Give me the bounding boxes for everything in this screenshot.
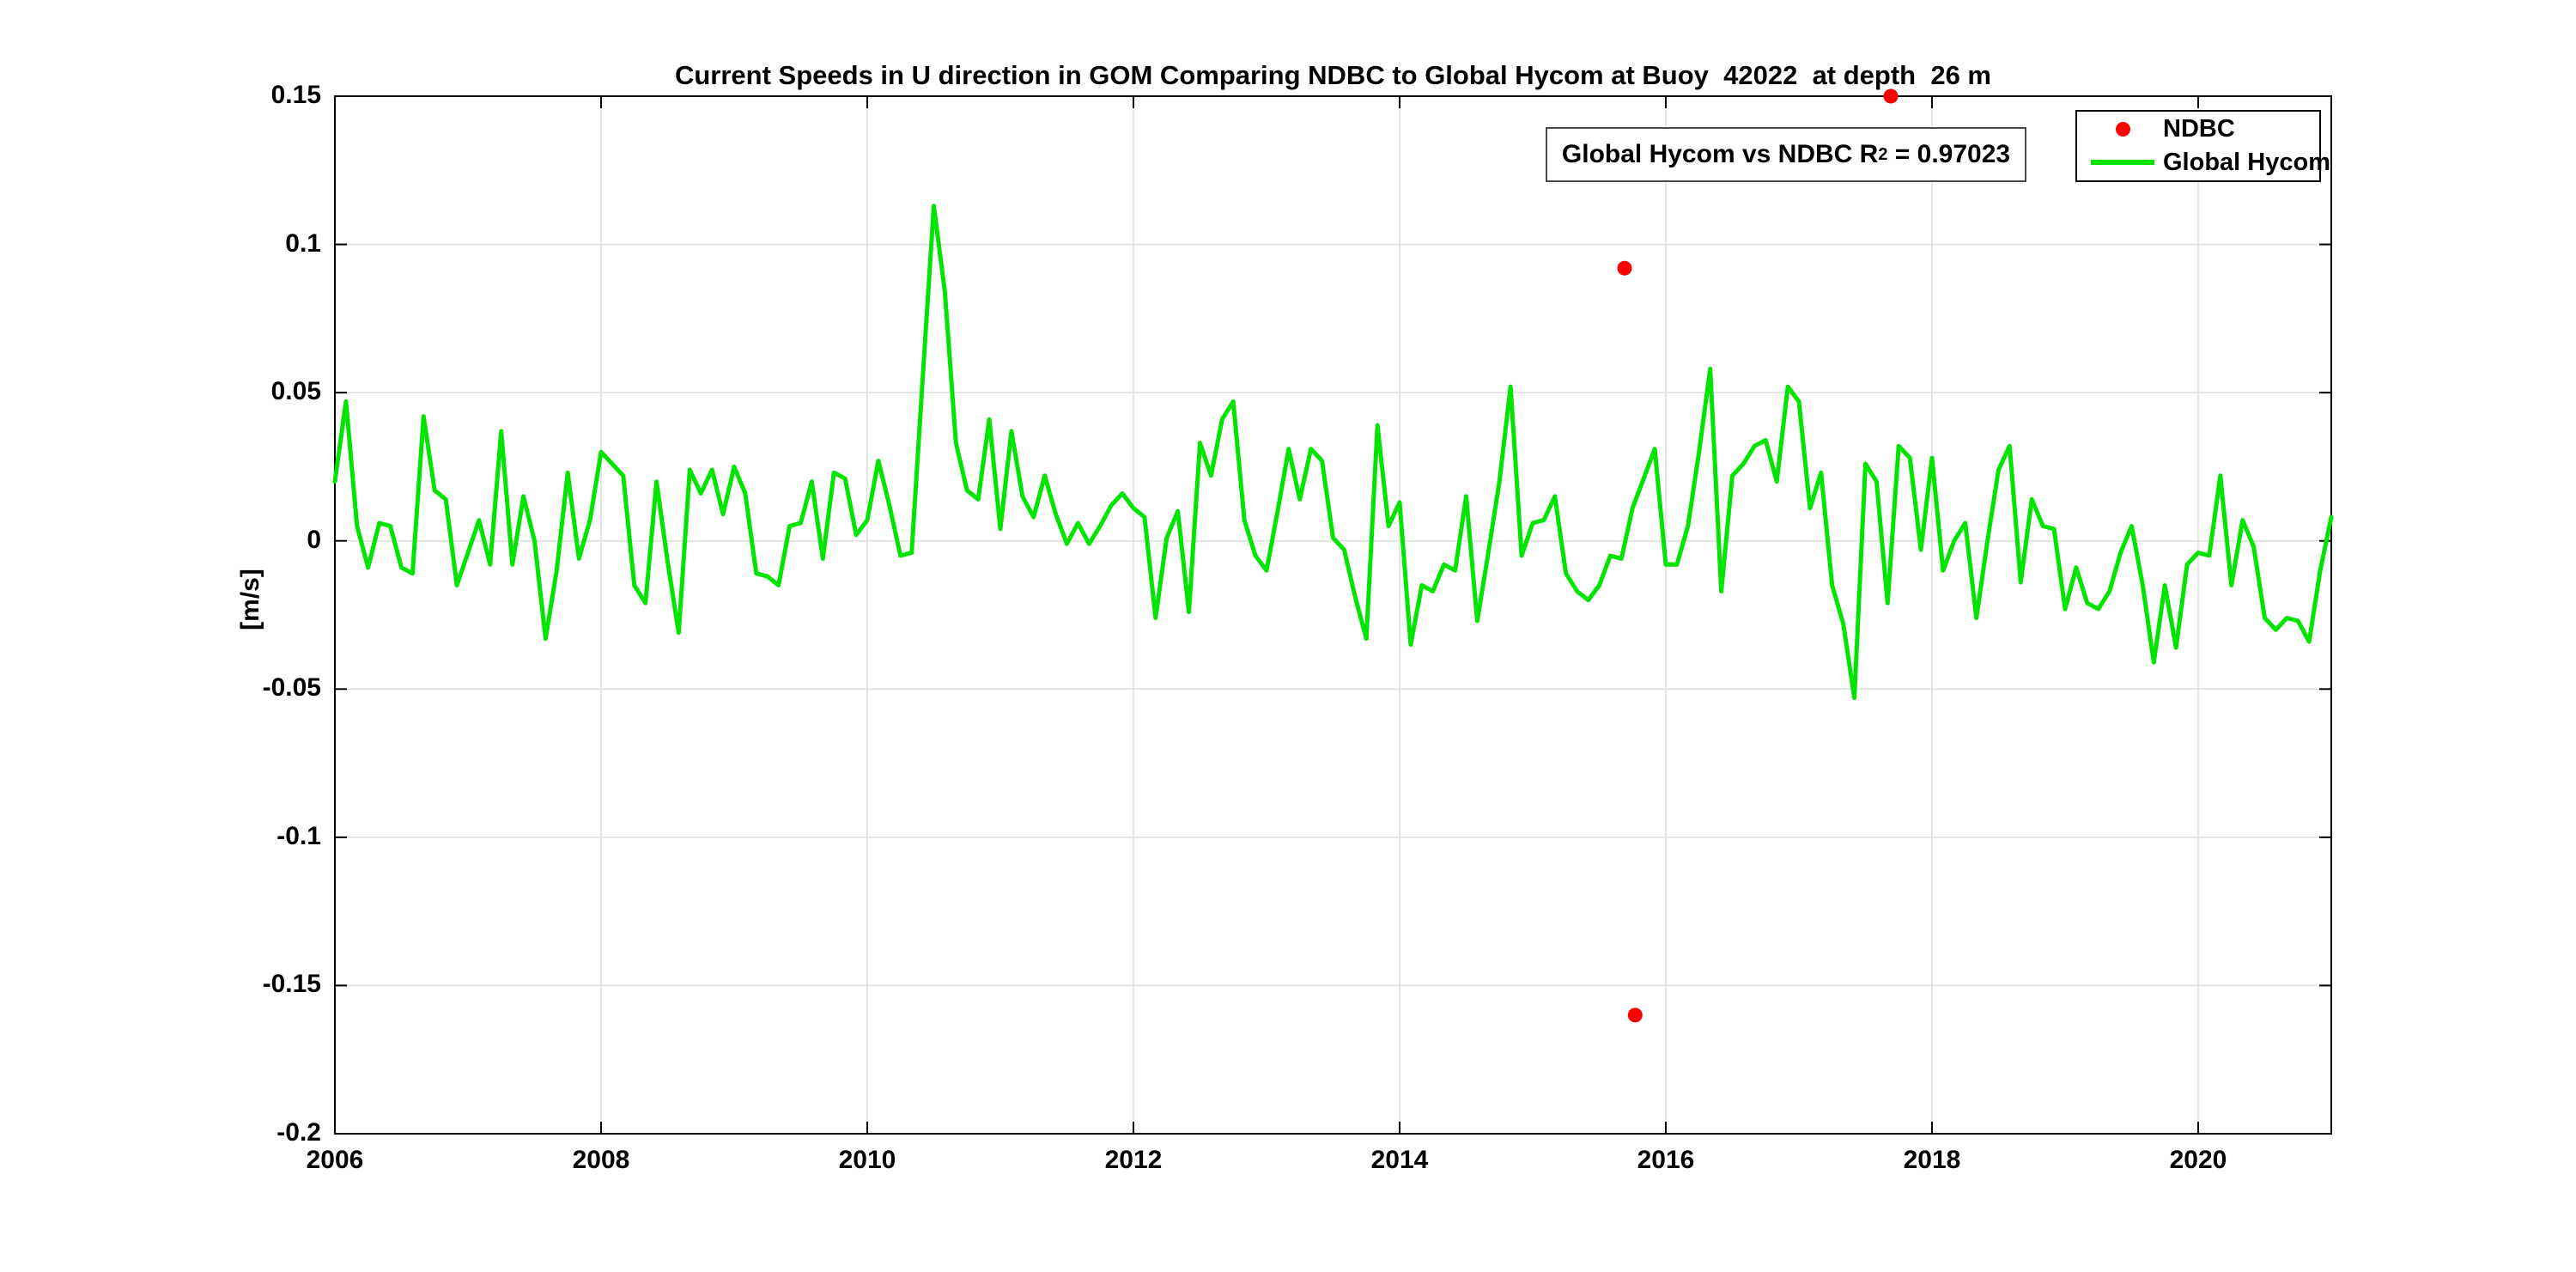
legend-marker-cell: [2089, 160, 2156, 166]
ndbc-point: [1617, 260, 1632, 276]
ndbc-point: [1627, 1007, 1643, 1023]
x-tick-label: 2014: [1370, 1146, 1429, 1174]
x-tick-label: 2020: [2169, 1146, 2227, 1174]
x-tick-label: 2010: [838, 1146, 896, 1174]
legend-item-global-hycom: Global Hycom: [2077, 147, 2330, 178]
r-squared-text-prefix: Global Hycom vs NDBC R: [1561, 140, 1879, 168]
legend-marker-cell: [2089, 122, 2156, 137]
y-tick-label: 0: [307, 525, 321, 554]
y-tick-label: 0.05: [270, 377, 321, 406]
y-tick-label: -0.05: [262, 673, 321, 703]
y-tick-label: 0.1: [285, 228, 321, 258]
legend-item-ndbc: NDBC: [2077, 114, 2319, 145]
y-tick-label: -0.2: [276, 1118, 321, 1147]
legend-label-ndbc: NDBC: [2163, 115, 2235, 143]
x-tick-label: 2006: [306, 1146, 364, 1174]
ndbc-dot-marker-icon: [2115, 122, 2130, 137]
legend: NDBC Global Hycom: [2075, 110, 2330, 182]
global-hycom-line-marker-icon: [2091, 160, 2154, 166]
x-tick-label: 2018: [1903, 1146, 1961, 1174]
ndbc-point: [1883, 88, 1899, 104]
y-tick-label: 0.15: [270, 81, 321, 109]
x-tick-label: 2012: [1104, 1146, 1163, 1174]
x-tick-label: 2008: [572, 1146, 630, 1174]
x-tick-label: 2016: [1637, 1146, 1695, 1174]
y-tick-label: -0.15: [262, 970, 321, 999]
y-tick-label: -0.1: [276, 821, 321, 850]
y-axis-label: [m/s]: [236, 569, 264, 630]
chart-title: Current Speeds in U direction in GOM Com…: [674, 60, 1992, 90]
axes-box: [334, 95, 2332, 1135]
legend-label-global-hycom: Global Hycom: [2163, 148, 2330, 176]
r-squared-text-suffix: = 0.97023: [1887, 140, 2011, 168]
global-hycom-line: [332, 204, 2334, 701]
